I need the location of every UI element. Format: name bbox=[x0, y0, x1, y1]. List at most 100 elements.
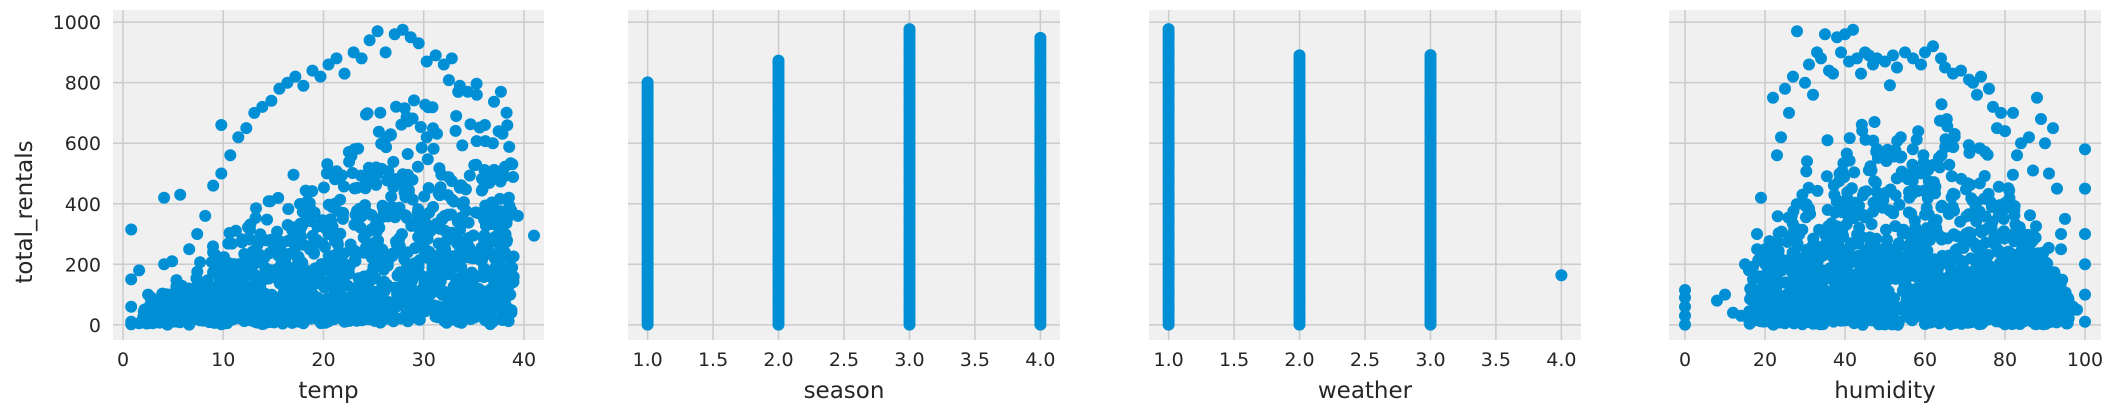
data-point bbox=[340, 292, 353, 304]
data-point bbox=[349, 253, 362, 265]
x-tick-label: 4.0 bbox=[1546, 349, 1576, 371]
data-point bbox=[1827, 67, 1839, 80]
data-point bbox=[2011, 149, 2023, 162]
data-point bbox=[470, 135, 483, 148]
data-point bbox=[265, 94, 278, 107]
data-point bbox=[400, 211, 413, 224]
data-point bbox=[2079, 182, 2091, 195]
data-point bbox=[445, 52, 458, 65]
data-point bbox=[504, 157, 517, 170]
data-point bbox=[2029, 318, 2042, 331]
data-point bbox=[1968, 305, 1981, 318]
data-point bbox=[1867, 196, 1880, 209]
data-point bbox=[240, 122, 253, 135]
data-point bbox=[414, 121, 427, 133]
data-point bbox=[174, 188, 187, 201]
data-point bbox=[1800, 283, 1813, 296]
data-point bbox=[1811, 254, 1824, 267]
data-point bbox=[294, 198, 306, 210]
data-point bbox=[412, 260, 425, 273]
data-point bbox=[1822, 289, 1835, 302]
data-point bbox=[343, 155, 356, 168]
x-axis-label: humidity bbox=[1834, 378, 1936, 404]
data-point bbox=[2079, 143, 2091, 156]
data-point bbox=[457, 196, 470, 209]
data-point bbox=[269, 263, 282, 276]
data-point bbox=[1945, 170, 1958, 183]
data-point bbox=[1856, 124, 1869, 137]
data-point bbox=[410, 289, 423, 301]
data-point bbox=[323, 275, 336, 288]
data-point bbox=[207, 246, 220, 259]
data-point bbox=[360, 108, 372, 121]
data-point bbox=[329, 249, 342, 261]
data-point bbox=[183, 318, 196, 331]
data-point bbox=[1953, 266, 1966, 279]
data-point bbox=[1908, 214, 1921, 227]
data-point bbox=[223, 257, 235, 270]
data-point bbox=[1775, 131, 1787, 144]
data-point bbox=[1847, 23, 1859, 36]
data-point bbox=[492, 125, 505, 138]
data-point bbox=[308, 267, 321, 280]
data-point bbox=[166, 291, 179, 304]
data-point bbox=[1845, 298, 1858, 311]
data-point bbox=[377, 293, 390, 306]
data-point bbox=[215, 318, 228, 331]
data-point bbox=[1799, 76, 1811, 89]
data-point bbox=[1162, 23, 1175, 36]
data-point bbox=[337, 180, 350, 193]
data-point bbox=[401, 168, 414, 181]
data-point bbox=[504, 288, 517, 301]
y-tick-label: 200 bbox=[65, 254, 101, 276]
data-point bbox=[1956, 308, 1969, 321]
x-tick-label: 3.0 bbox=[894, 349, 924, 371]
data-point bbox=[1995, 106, 2007, 119]
data-point bbox=[1919, 208, 1932, 221]
data-point bbox=[142, 288, 155, 301]
x-tick-label: 1.0 bbox=[633, 349, 663, 371]
data-point bbox=[1819, 28, 1831, 41]
data-point bbox=[436, 213, 449, 226]
data-point bbox=[1877, 201, 1890, 214]
data-point bbox=[1424, 91, 1437, 104]
data-point bbox=[422, 101, 435, 114]
data-point bbox=[1970, 196, 1983, 209]
data-point bbox=[445, 175, 458, 188]
data-point bbox=[420, 131, 433, 144]
data-point bbox=[125, 300, 138, 313]
x-tick-label: 2.5 bbox=[829, 349, 859, 371]
data-point bbox=[1766, 265, 1779, 278]
data-point bbox=[1889, 272, 1902, 285]
data-point bbox=[385, 190, 398, 203]
data-point bbox=[511, 209, 524, 222]
data-point bbox=[158, 300, 171, 313]
x-tick-label: 3.5 bbox=[1481, 349, 1511, 371]
data-point bbox=[2047, 122, 2059, 135]
data-point bbox=[1924, 229, 1937, 241]
data-point bbox=[304, 284, 317, 297]
data-point bbox=[485, 310, 498, 322]
data-point bbox=[133, 264, 146, 277]
data-point bbox=[125, 223, 138, 236]
data-point bbox=[207, 179, 220, 192]
data-point bbox=[291, 258, 304, 271]
data-point bbox=[1936, 277, 1949, 290]
data-point bbox=[366, 266, 379, 279]
data-point bbox=[2027, 230, 2040, 243]
data-point bbox=[1719, 288, 1731, 301]
data-point bbox=[1906, 143, 1919, 156]
data-point bbox=[387, 155, 400, 168]
data-point bbox=[459, 289, 472, 302]
data-point bbox=[1796, 188, 1809, 201]
data-point bbox=[331, 238, 344, 251]
data-point bbox=[348, 182, 361, 195]
data-point bbox=[1800, 165, 1813, 178]
data-point bbox=[415, 141, 428, 154]
data-point bbox=[158, 191, 171, 204]
data-point bbox=[1887, 49, 1899, 62]
data-point bbox=[468, 159, 481, 172]
data-point bbox=[2055, 243, 2067, 256]
data-point bbox=[404, 300, 417, 313]
data-point bbox=[191, 228, 204, 240]
